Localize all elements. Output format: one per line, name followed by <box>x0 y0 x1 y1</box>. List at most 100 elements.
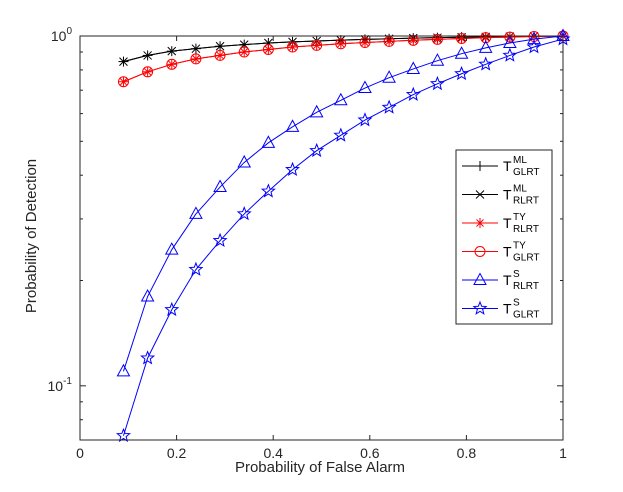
marker-star <box>333 127 349 142</box>
legend-label: T <box>503 244 512 260</box>
marker-x-b <box>475 190 485 199</box>
data-point <box>473 272 487 285</box>
data-point <box>504 31 516 43</box>
data-point <box>333 127 349 142</box>
data-point <box>214 49 226 61</box>
legend-label-sub: GLRT <box>513 167 540 178</box>
data-point <box>526 39 542 54</box>
data-point <box>475 161 485 171</box>
data-point <box>474 246 486 257</box>
legend-label: T <box>503 158 512 174</box>
data-point <box>287 41 299 53</box>
marker-ast-d2 <box>119 77 128 86</box>
data-point <box>119 57 128 66</box>
legend-label-sub: GLRT <box>513 310 540 321</box>
marker-triangle <box>213 179 227 193</box>
data-point <box>475 190 485 199</box>
marker-star <box>260 183 276 198</box>
data-point <box>118 76 129 87</box>
data-point <box>188 261 204 276</box>
marker-star <box>357 112 373 127</box>
data-point <box>142 66 154 78</box>
data-point <box>115 427 131 443</box>
marker-star <box>188 261 204 276</box>
legend-label-sup: S <box>513 298 520 309</box>
legend-label-sup: TY <box>513 212 526 223</box>
marker-circle <box>166 58 178 70</box>
data-point <box>382 70 396 83</box>
data-point <box>143 51 152 60</box>
data-point <box>503 35 517 48</box>
marker-triangle <box>333 92 348 106</box>
series-4 <box>117 30 569 88</box>
marker-star <box>405 86 421 101</box>
data-point <box>285 161 301 176</box>
series-5 <box>116 28 570 377</box>
legend-box <box>455 149 553 325</box>
marker-circle <box>311 39 323 51</box>
legend-label-sub: RLRT <box>513 224 539 235</box>
data-point <box>309 104 324 118</box>
marker-circle <box>238 46 250 58</box>
marker-circle <box>407 34 419 46</box>
legend-label: T <box>503 272 512 288</box>
data-point <box>191 44 201 54</box>
marker-triangle <box>237 154 252 168</box>
data-point <box>333 92 348 106</box>
data-point <box>166 58 178 70</box>
data-point <box>454 65 470 81</box>
marker-x-b <box>191 44 201 54</box>
x-tick-label: 0 <box>76 445 84 461</box>
marker-triangle <box>454 46 469 59</box>
marker-triangle <box>503 35 517 48</box>
data-point <box>140 350 156 365</box>
data-point <box>117 76 129 88</box>
marker-triangle <box>430 53 445 66</box>
data-point <box>502 47 518 62</box>
marker-circle <box>431 33 443 45</box>
series-6 <box>115 31 571 443</box>
data-point <box>164 242 179 255</box>
data-point <box>407 34 419 46</box>
data-point <box>236 206 252 221</box>
data-point <box>238 46 250 58</box>
marker-star <box>285 161 301 176</box>
marker-star <box>472 300 488 315</box>
data-point <box>357 112 373 127</box>
data-point <box>430 53 445 66</box>
x-axis-label: Probability of False Alarm <box>235 459 405 476</box>
marker-ast-d2 <box>476 219 484 227</box>
legend-label-sub: GLRT <box>513 253 540 264</box>
marker-circle <box>480 32 492 44</box>
marker-triangle <box>189 206 203 219</box>
data-point <box>237 154 252 168</box>
marker-triangle <box>164 242 179 255</box>
series-line <box>122 38 564 436</box>
x-tick-label: 0.4 <box>263 445 283 461</box>
legend-label-sup: S <box>513 269 520 280</box>
marker-triangle <box>478 40 493 53</box>
data-point <box>527 31 541 45</box>
x-tick-label: 0.8 <box>457 445 477 461</box>
marker-star <box>502 47 518 62</box>
x-tick-label: 0.2 <box>167 445 187 461</box>
marker-circle <box>504 31 516 43</box>
data-point <box>261 135 276 148</box>
data-point <box>335 38 347 50</box>
data-point <box>215 41 225 51</box>
data-point <box>213 179 227 193</box>
data-point <box>406 61 421 74</box>
data-point <box>190 53 202 65</box>
legend-label: T <box>503 301 512 317</box>
data-point <box>475 218 485 228</box>
marker-triangle <box>116 363 131 377</box>
marker-star <box>309 142 325 158</box>
data-point <box>140 288 155 302</box>
marker-star <box>429 75 445 91</box>
marker-triangle <box>358 80 372 94</box>
